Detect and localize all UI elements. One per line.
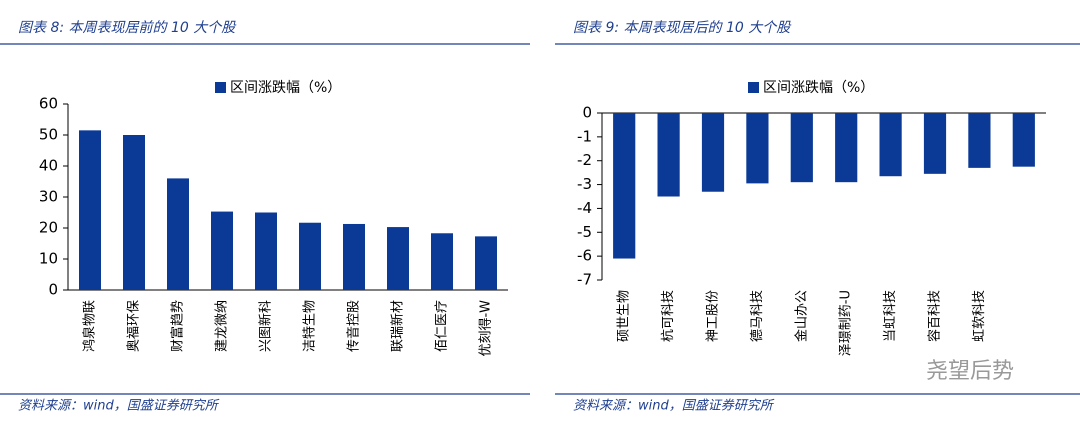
y-tick-label: 0 bbox=[48, 281, 58, 299]
x-tick-label: 鸿泉物联 bbox=[82, 300, 98, 352]
bar bbox=[746, 113, 769, 184]
y-tick-label: 10 bbox=[39, 250, 58, 268]
x-tick-label: 硕世生物 bbox=[617, 290, 632, 342]
y-tick-label: 20 bbox=[39, 219, 58, 237]
bar bbox=[835, 113, 858, 183]
y-tick-label: 60 bbox=[39, 95, 58, 113]
bar bbox=[701, 113, 725, 192]
chart-title: 图表 8: 本周表现居前的 10 大个股 bbox=[18, 20, 237, 36]
x-tick-label: 联瑞新材 bbox=[390, 300, 406, 352]
x-tick-label: 佰仁医疗 bbox=[435, 300, 450, 352]
y-tick-label: -3 bbox=[577, 175, 592, 193]
bar bbox=[299, 222, 321, 290]
source: 资料来源：wind，国盛证券研究所 bbox=[573, 398, 775, 414]
legend-swatch bbox=[748, 82, 759, 93]
x-tick-label: 泽璟制药-U bbox=[839, 290, 854, 356]
legend-label: 区间涨跌幅（%） bbox=[763, 80, 874, 96]
y-tick-label: -4 bbox=[577, 199, 592, 217]
y-tick-label: 50 bbox=[39, 126, 58, 144]
bar bbox=[790, 113, 813, 183]
y-tick-label: 0 bbox=[582, 104, 592, 122]
bar bbox=[387, 227, 409, 290]
x-tick-label: 传音控股 bbox=[346, 300, 362, 352]
bar bbox=[123, 135, 145, 290]
y-tick-label: -5 bbox=[577, 223, 592, 241]
bar bbox=[211, 211, 233, 290]
x-tick-label: 财富趋势 bbox=[170, 300, 186, 352]
source: 资料来源：wind，国盛证券研究所 bbox=[18, 398, 220, 414]
x-tick-label: 建龙微纳 bbox=[215, 300, 230, 352]
bar bbox=[167, 178, 189, 290]
bar bbox=[613, 113, 636, 259]
bar bbox=[879, 113, 902, 177]
y-tick-label: 40 bbox=[39, 157, 58, 175]
x-tick-label: 德马科技 bbox=[750, 290, 765, 342]
chart-title: 图表 9: 本周表现居后的 10 大个股 bbox=[573, 20, 792, 36]
x-tick-label: 神工股份 bbox=[706, 290, 721, 342]
bar bbox=[255, 212, 277, 290]
x-tick-label: 兴图新科 bbox=[258, 300, 274, 352]
bar bbox=[475, 236, 497, 290]
watermark: 尧望后势 bbox=[926, 359, 1014, 384]
y-tick-label: -7 bbox=[577, 271, 592, 289]
x-tick-label: 奥福环保 bbox=[127, 300, 142, 352]
bar bbox=[657, 113, 680, 197]
bar bbox=[1012, 113, 1035, 167]
bar bbox=[79, 130, 101, 290]
x-tick-label: 优刻得-W bbox=[478, 300, 494, 357]
x-tick-label: 当虹科技 bbox=[883, 290, 898, 342]
bar bbox=[431, 233, 453, 290]
y-tick-label: -6 bbox=[577, 247, 592, 265]
legend-swatch bbox=[215, 82, 226, 93]
y-tick-label: -1 bbox=[577, 127, 592, 145]
x-tick-label: 洁特生物 bbox=[303, 300, 318, 352]
x-tick-label: 金山办公 bbox=[793, 290, 809, 342]
x-tick-label: 虹软科技 bbox=[972, 290, 987, 342]
legend-label: 区间涨跌幅（%） bbox=[230, 80, 341, 96]
x-tick-label: 容百科技 bbox=[927, 290, 943, 342]
y-tick-label: 30 bbox=[39, 188, 58, 206]
bar bbox=[968, 113, 991, 168]
x-tick-label: 杭可科技 bbox=[661, 290, 676, 342]
bar bbox=[343, 223, 365, 290]
y-tick-label: -2 bbox=[577, 151, 592, 169]
bar bbox=[923, 113, 947, 174]
